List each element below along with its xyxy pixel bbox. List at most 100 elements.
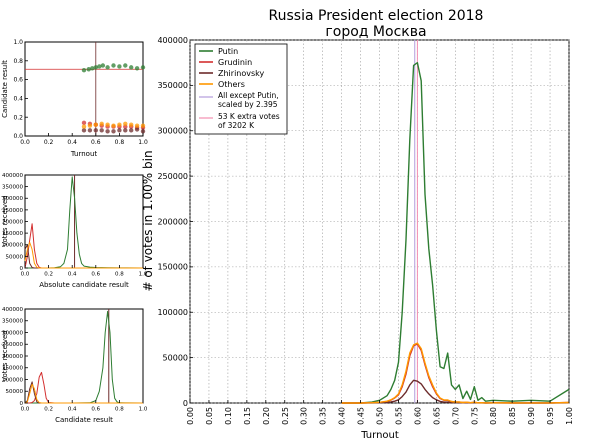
inset3-x-ticks: 0.0 0.2 0.4 0.6 0.8 1.0	[21, 400, 148, 413]
main-x-tick-label: 0.95	[546, 407, 555, 425]
main-line-putin	[341, 62, 570, 404]
inset1-point-zhirinovsky	[105, 129, 110, 134]
legend-label-grudinin: Grudinin	[218, 58, 252, 67]
inset3-x-tick-label: 0.4	[68, 407, 77, 413]
inset1-point-others	[99, 121, 104, 126]
main-y-tick-label: 300000	[157, 127, 188, 136]
main-x-ticks: 0.00 0.05 0.10 0.15 0.20 0.25 0.30 0.35 0.40 0.45…	[186, 400, 574, 425]
inset2-y-axis-label: Votes received	[1, 195, 9, 246]
main-x-tick-label: 0.15	[243, 407, 252, 425]
legend-label-zhirinovsky: Zhirinovsky	[218, 69, 265, 78]
inset-candidate-result: 0.0 0.2 0.4 0.6 0.8 1.0 0 50000 100000 150000 200…	[1, 307, 148, 424]
main-x-tick-label: 0.35	[319, 407, 328, 425]
inset1-x-tick-label: 0.0	[20, 139, 30, 146]
legend-label-all-except-putin-line: scaled by 2.395	[218, 100, 278, 109]
inset1-point-putin	[100, 63, 106, 68]
inset1-y-tick-label: 0.0	[13, 133, 23, 140]
inset2-x-tick-label: 0.2	[44, 272, 53, 278]
inset3-y-tick-label: 400000	[2, 307, 23, 313]
inset1-point-putin	[97, 64, 102, 69]
main-y-tick-label: 0	[183, 399, 188, 408]
inset2-x-tick-label: 0.6	[91, 272, 100, 278]
legend-entry-grudinin: Grudinin	[199, 58, 252, 67]
inset1-x-ticks: 0.0 0.2 0.4 0.6 0.8 1.0	[20, 133, 148, 146]
legend-box	[194, 43, 288, 135]
main-x-tick-label: 0.75	[470, 407, 479, 425]
main-x-tick-label: 1.00	[565, 407, 574, 425]
inset1-y-ticks: 0.0 0.2 0.4 0.6 0.8 1.0	[13, 39, 28, 140]
inset1-point-zhirinovsky	[87, 128, 93, 133]
inset2-y-tick-label: 100000	[2, 243, 23, 249]
inset1-y-tick-label: 0.6	[13, 77, 23, 84]
inset1-point-putin	[90, 66, 95, 71]
inset1-point-others	[129, 122, 134, 127]
inset2-line-others	[24, 241, 143, 269]
legend-label-extra-votes-line: of 3202 K	[218, 121, 255, 130]
main-chart: 0.00 0.05 0.10 0.15 0.20 0.25 0.30 0.35 0.40 0.45…	[141, 36, 574, 441]
inset1-point-zhirinovsky	[134, 127, 140, 132]
inset2-y-ticks: 0 50000 100000 150000 200000 250000 300000 3500…	[2, 173, 28, 272]
inset1-x-axis-label: Turnout	[70, 150, 98, 158]
inset3-y-tick-label: 0	[20, 401, 24, 407]
inset3-x-tick-label: 0.0	[21, 407, 30, 413]
legend-label-all-except-putin-line: All except Putin,	[218, 91, 279, 100]
inset1-point-putin	[140, 65, 146, 70]
inset3-y-tick-label: 350000	[2, 319, 23, 325]
inset1-point-others	[111, 123, 116, 128]
main-x-tick-label: 0.20	[262, 407, 271, 425]
figure-title: Russia President election 2018	[269, 8, 484, 24]
inset1-x-tick-label: 0.2	[44, 139, 54, 146]
legend-entry-zhirinovsky: Zhirinovsky	[199, 69, 265, 78]
main-x-tick-label: 0.10	[224, 407, 233, 425]
inset-scatter: 0.0 0.2 0.4 0.6 0.8 1.0 0.0 0.2 0.4 0.6 0.8 1.0 Tu…	[1, 39, 148, 158]
inset2-x-tick-label: 0.4	[68, 272, 77, 278]
inset1-point-putin	[134, 66, 140, 71]
inset2-x-ticks: 0.0 0.2 0.4 0.6 0.8 1.0	[21, 265, 148, 278]
main-y-tick-label: 50000	[163, 353, 188, 362]
main-x-tick-label: 0.45	[357, 407, 366, 425]
inset3-y-tick-label: 300000	[2, 330, 23, 336]
main-legend: Putin Grudinin Zhirinovsky Others All ex…	[194, 43, 288, 135]
inset3-x-tick-label: 0.6	[91, 407, 100, 413]
inset1-point-zhirinovsky	[93, 128, 99, 133]
legend-label-extra-votes: 53 K extra votes of 3202 K	[218, 112, 280, 130]
inset2-series	[24, 176, 144, 269]
main-y-ticks: 0 50000 100000 150000 200000 250000 300000 3500…	[157, 36, 193, 408]
inset-absolute-result: 0.0 0.2 0.4 0.6 0.8 1.0 0 50000 100000 150000 200…	[1, 173, 148, 289]
inset2-plot-area	[24, 174, 144, 269]
legend-entry-others: Others	[199, 80, 245, 89]
inset2-y-tick-label: 400000	[2, 173, 23, 179]
inset1-y-tick-label: 0.8	[13, 58, 23, 65]
main-x-tick-label: 0.50	[376, 407, 385, 425]
inset1-point-zhirinovsky	[99, 128, 104, 133]
main-y-tick-label: 150000	[157, 263, 188, 272]
main-y-tick-label: 100000	[157, 308, 188, 317]
inset2-y-tick-label: 250000	[2, 208, 23, 214]
inset2-x-axis-label: Absolute candidate result	[39, 281, 129, 289]
inset1-point-zhirinovsky	[140, 129, 146, 134]
main-y-tick-label: 350000	[157, 81, 188, 90]
main-x-tick-label: 0.05	[205, 407, 214, 425]
legend-label-all-except-putin: All except Putin, scaled by 2.395	[218, 91, 279, 109]
inset3-x-tick-label: 0.2	[44, 407, 53, 413]
legend-label-extra-votes-line: 53 K extra votes	[218, 112, 280, 121]
main-x-tick-label: 0.00	[186, 407, 195, 425]
main-y-axis-label: # of votes in 1.00% bin	[141, 150, 155, 291]
inset1-point-putin	[81, 68, 87, 73]
inset1-point-zhirinovsky	[123, 128, 128, 133]
main-x-tick-label: 0.55	[394, 407, 403, 425]
main-series	[341, 62, 570, 404]
main-y-tick-label: 400000	[157, 36, 188, 45]
inset1-point-zhirinovsky	[111, 129, 116, 134]
inset3-x-tick-label: 1.0	[139, 407, 148, 413]
main-x-tick-label: 0.60	[413, 407, 422, 425]
inset1-y-tick-label: 0.4	[13, 96, 23, 103]
inset1-point-others	[93, 122, 99, 127]
inset2-y-tick-label: 200000	[2, 219, 23, 225]
inset1-y-tick-label: 1.0	[13, 39, 23, 46]
inset1-point-putin	[111, 63, 116, 68]
inset3-y-tick-label: 200000	[2, 354, 23, 360]
inset1-point-zhirinovsky	[129, 128, 134, 133]
main-x-tick-label: 0.65	[432, 407, 441, 425]
